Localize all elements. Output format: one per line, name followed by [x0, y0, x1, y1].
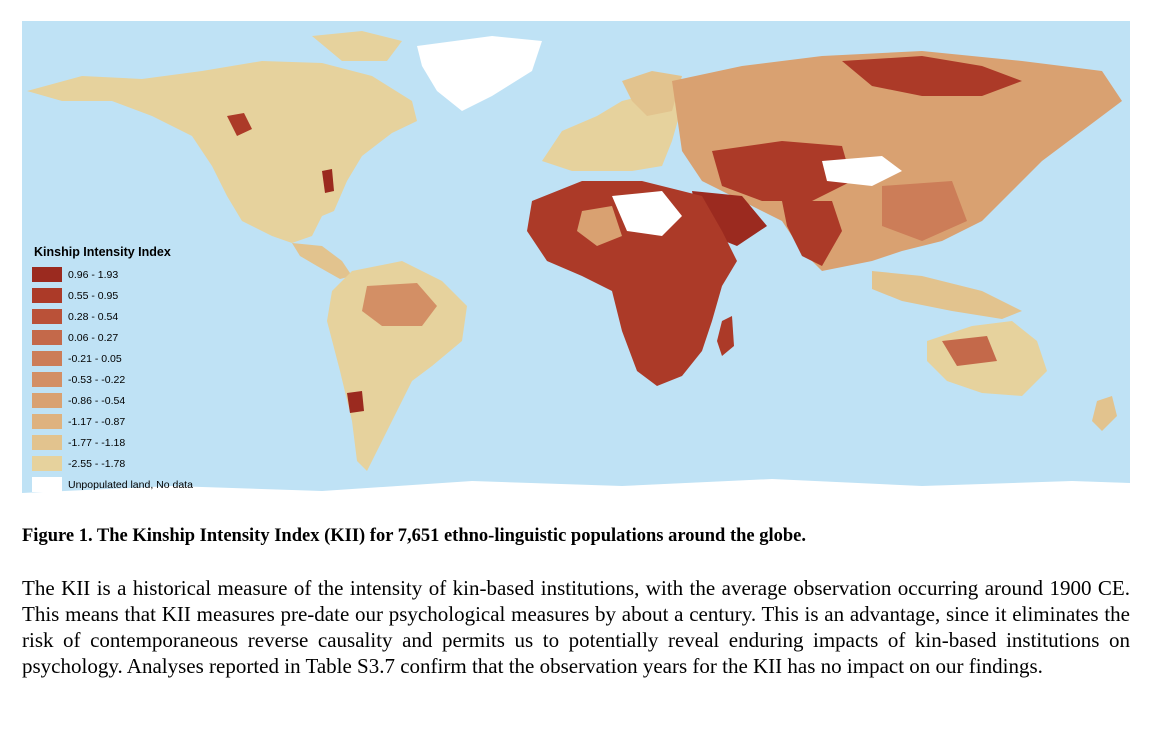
map-legend: Kinship Intensity Index 0.96 - 1.93 0.55 …: [32, 245, 242, 495]
chile-high-kii-region: [347, 391, 364, 413]
world-map: [22, 31, 1130, 510]
legend-label: 0.55 - 0.95: [68, 289, 119, 302]
central-asia-high-kii-region: [712, 141, 852, 201]
legend-swatch: [32, 330, 62, 345]
legend-item: 0.55 - 0.95: [32, 285, 242, 306]
legend-swatch: [32, 309, 62, 324]
legend-item: 0.06 - 0.27: [32, 327, 242, 348]
siberia-high-kii-region: [842, 56, 1022, 96]
australia-mid-kii-region: [942, 336, 997, 366]
new-zealand: [1092, 396, 1117, 431]
legend-swatch: [32, 393, 62, 408]
legend-item: -2.55 - -1.78: [32, 453, 242, 474]
central-america-landmass: [292, 243, 352, 279]
legend-item: Unpopulated land, No data: [32, 474, 242, 495]
canada-high-kii-region: [227, 113, 252, 136]
legend-label: -0.86 - -0.54: [68, 394, 126, 407]
legend-item: -1.17 - -0.87: [32, 411, 242, 432]
legend-item: 0.96 - 1.93: [32, 264, 242, 285]
india-high-kii-region: [782, 201, 842, 266]
legend-label: -1.77 - -1.18: [68, 436, 126, 449]
figure-caption: Figure 1. The Kinship Intensity Index (K…: [22, 526, 807, 546]
legend-label: -1.17 - -0.87: [68, 415, 126, 428]
legend-swatch: [32, 414, 62, 429]
legend-label: 0.06 - 0.27: [68, 331, 119, 344]
china-mid-kii-region: [882, 181, 967, 241]
legend-swatch: [32, 267, 62, 282]
north-america-landmass: [27, 61, 417, 243]
legend-label: -0.21 - 0.05: [68, 352, 122, 365]
legend-item: -0.21 - 0.05: [32, 348, 242, 369]
canadian-arctic-islands: [312, 31, 402, 61]
legend-item: -1.77 - -1.18: [32, 432, 242, 453]
asia-landmass: [672, 51, 1122, 271]
tibet-unpopulated-region: [822, 156, 902, 186]
legend-item: -0.53 - -0.22: [32, 369, 242, 390]
us-east-high-kii-region: [322, 169, 334, 193]
sahara-unpopulated-region: [612, 191, 682, 236]
legend-item: -0.86 - -0.54: [32, 390, 242, 411]
body-paragraph: The KII is a historical measure of the i…: [22, 576, 1130, 678]
legend-swatch: [32, 372, 62, 387]
scandinavia-region: [622, 71, 682, 116]
legend-label: -0.53 - -0.22: [68, 373, 126, 386]
legend-label: 0.96 - 1.93: [68, 268, 119, 281]
legend-label: Unpopulated land, No data: [68, 478, 193, 491]
legend-swatch: [32, 351, 62, 366]
antarctica: [22, 479, 1130, 510]
south-america-landmass: [327, 261, 467, 471]
legend-label: 0.28 - 0.54: [68, 310, 119, 323]
greenland: [417, 36, 542, 111]
amazon-mid-kii-region: [362, 283, 437, 326]
legend-item: 0.28 - 0.54: [32, 306, 242, 327]
legend-swatch: [32, 435, 62, 450]
legend-items: 0.96 - 1.93 0.55 - 0.95 0.28 - 0.54 0.06 - …: [32, 264, 242, 495]
madagascar: [717, 316, 734, 356]
legend-swatch: [32, 477, 62, 492]
west-africa-mid-kii-region: [577, 206, 622, 246]
maritime-southeast-asia: [872, 271, 1022, 319]
legend-swatch: [32, 288, 62, 303]
legend-label: -2.55 - -1.78: [68, 457, 126, 470]
kinship-intensity-map-figure: Kinship Intensity Index 0.96 - 1.93 0.55 …: [22, 21, 1130, 510]
legend-title: Kinship Intensity Index: [34, 245, 171, 259]
legend-swatch: [32, 456, 62, 471]
